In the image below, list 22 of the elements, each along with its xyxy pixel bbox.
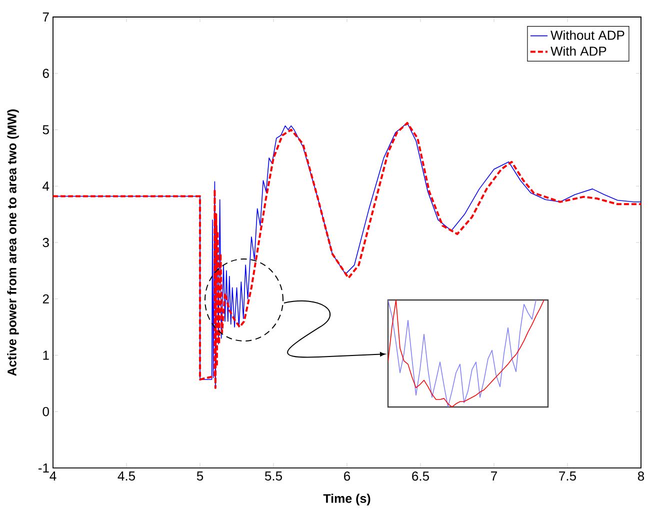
y-tick-label: -1 (38, 464, 49, 472)
x-tick-label: 8 (638, 472, 644, 481)
legend-label: With ADP (550, 46, 606, 56)
y-tick-label: 0 (42, 407, 49, 416)
x-tick-label: 4.5 (118, 472, 135, 481)
legend-label: Without ADP (550, 30, 624, 40)
x-tick-label: 5.5 (264, 472, 282, 481)
x-axis-title: Time (s) (323, 494, 370, 506)
y-tick-label: 2 (42, 294, 49, 304)
y-tick-label: 7 (42, 12, 49, 22)
y-axis-title: Active power from area one to area two (MW) (7, 109, 19, 376)
y-tick-label: 5 (42, 125, 49, 134)
x-tick-label: 4 (50, 472, 56, 480)
y-tick-label: 6 (42, 68, 49, 78)
x-tick-label: 6 (344, 472, 350, 481)
x-tick-label: 7 (491, 472, 497, 480)
x-tick-label: 5 (196, 472, 204, 481)
y-tick-label: 1 (43, 350, 49, 360)
x-tick-label: 7.5 (559, 472, 576, 481)
x-tick-label: 6.5 (412, 472, 429, 481)
y-tick-label: 3 (42, 238, 49, 248)
y-tick-label: 4 (42, 182, 50, 191)
